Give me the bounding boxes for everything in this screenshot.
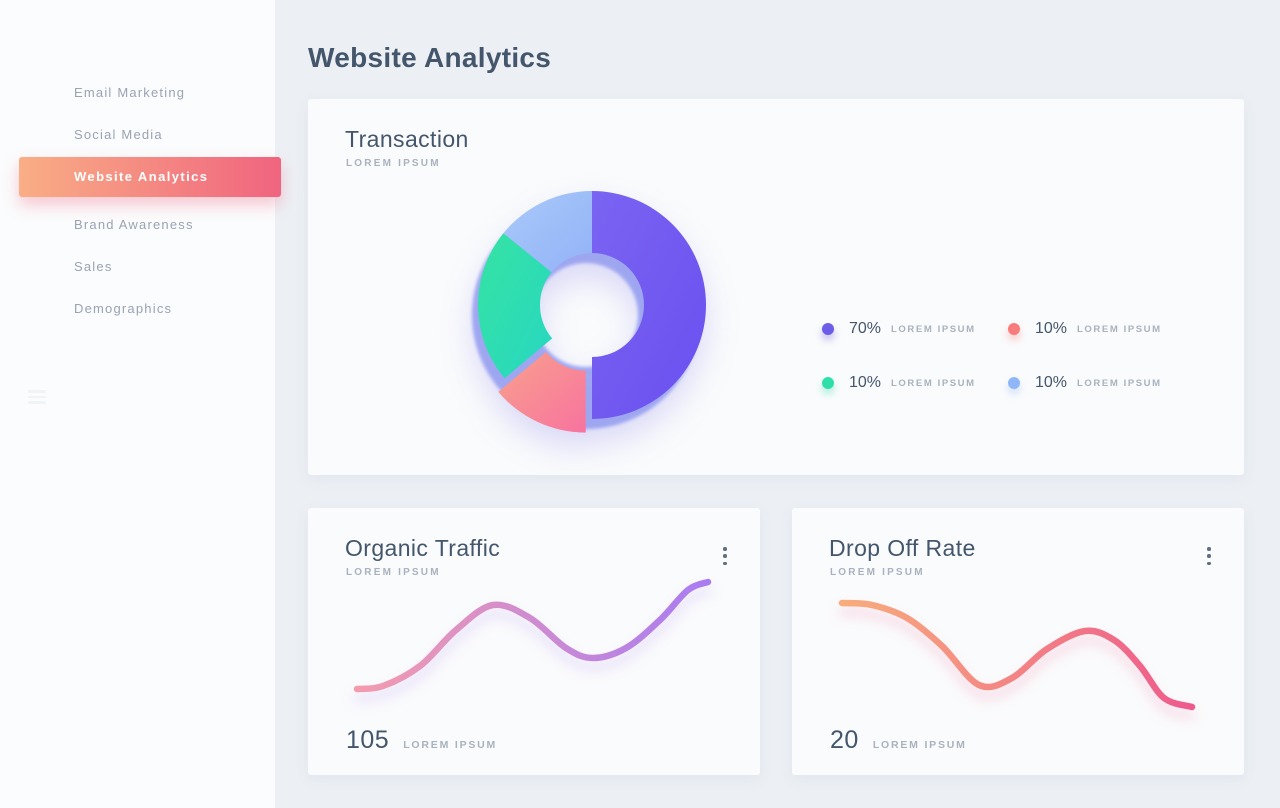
legend-percent: 10%: [1035, 374, 1068, 391]
dropoff-card-title: Drop Off Rate: [829, 535, 976, 561]
kebab-menu-icon[interactable]: [1200, 544, 1218, 568]
organic-card-subtitle: LOREM IPSUM: [346, 567, 441, 578]
legend-item-blue: 10% LOREM IPSUM: [1008, 372, 1162, 394]
organic-card-title: Organic Traffic: [345, 535, 501, 561]
legend-dot-blue-icon: [1008, 377, 1020, 389]
sidebar-item-brand-awareness[interactable]: Brand Awareness: [74, 217, 194, 232]
legend-label: LOREM IPSUM: [891, 377, 976, 389]
legend-dot-pink-icon: [1008, 323, 1020, 335]
stat-label: LOREM IPSUM: [403, 739, 498, 751]
dropoff-card-subtitle: LOREM IPSUM: [830, 567, 925, 578]
dropoff-stat: 20 LOREM IPSUM: [830, 726, 967, 755]
legend-label: LOREM IPSUM: [891, 323, 976, 335]
sidebar-item-demographics[interactable]: Demographics: [74, 301, 173, 316]
donut-chart: [472, 191, 706, 433]
legend-item-pink: 10% LOREM IPSUM: [1008, 318, 1162, 340]
sidebar: Email Marketing Social Media Website Ana…: [0, 0, 281, 808]
donut-legend: 70% LOREM IPSUM 10% LOREM IPSUM 10% LORE…: [822, 318, 1162, 394]
legend-dot-purple-icon: [822, 323, 834, 335]
drop-off-rate-card: Drop Off Rate LOREM IPSUM 20 LOREM IPSUM: [792, 508, 1244, 775]
legend-dot-green-icon: [822, 377, 834, 389]
hamburger-icon[interactable]: [28, 390, 48, 407]
legend-percent: 10%: [849, 374, 882, 391]
legend-item-green: 10% LOREM IPSUM: [822, 372, 1008, 394]
organic-traffic-card: Organic Traffic LOREM IPSUM 105 LOREM IP…: [308, 508, 760, 775]
dropoff-line-chart: [838, 599, 1196, 711]
organic-line-chart: [353, 578, 712, 693]
sidebar-item-social-media[interactable]: Social Media: [74, 127, 163, 142]
transaction-card-subtitle: LOREM IPSUM: [346, 158, 441, 169]
transaction-card-title: Transaction: [345, 126, 469, 152]
sidebar-item-website-analytics[interactable]: Website Analytics: [19, 157, 281, 197]
legend-label: LOREM IPSUM: [1077, 323, 1162, 335]
sidebar-item-sales[interactable]: Sales: [74, 259, 113, 274]
legend-percent: 70%: [849, 320, 882, 337]
legend-item-purple: 70% LOREM IPSUM: [822, 318, 1008, 340]
kebab-menu-icon[interactable]: [716, 544, 734, 568]
stat-value: 105: [346, 726, 390, 754]
legend-percent: 10%: [1035, 320, 1068, 337]
sidebar-nav: Email Marketing Social Media Website Ana…: [0, 72, 281, 330]
organic-stat: 105 LOREM IPSUM: [346, 726, 497, 755]
page-title: Website Analytics: [308, 42, 552, 73]
sidebar-item-email-marketing[interactable]: Email Marketing: [74, 85, 186, 100]
legend-label: LOREM IPSUM: [1077, 377, 1162, 389]
stat-value: 20: [830, 726, 859, 754]
stat-label: LOREM IPSUM: [872, 739, 967, 751]
transaction-card: Transaction LOREM IPSUM 70% LOREM IPSUM …: [308, 99, 1244, 475]
